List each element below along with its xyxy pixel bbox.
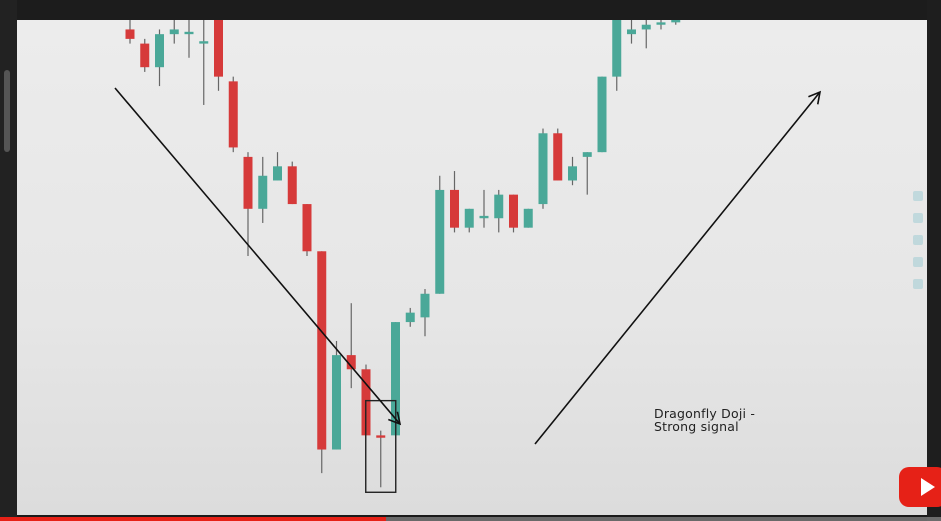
toolbar-icon[interactable]	[913, 191, 923, 201]
candle-bearish	[509, 194, 518, 228]
screen-left-bezel	[0, 0, 17, 521]
candle-bullish	[464, 208, 474, 228]
candle-bearish	[317, 251, 327, 450]
candle-bearish	[243, 156, 253, 209]
toolbar-icon[interactable]	[913, 235, 923, 245]
candles-group	[125, 20, 681, 488]
youtube-play-button[interactable]	[899, 467, 941, 507]
toolbar-icon[interactable]	[913, 213, 923, 223]
candle-bullish	[420, 293, 430, 318]
candle-bullish	[199, 41, 209, 44]
candle-bearish	[376, 435, 386, 438]
candle-bullish	[169, 29, 179, 35]
toolbar-icon[interactable]	[913, 257, 923, 267]
candle-bullish	[405, 312, 415, 323]
candle-bullish	[641, 24, 651, 30]
candle-bullish	[523, 208, 533, 228]
overlays-group	[114, 87, 822, 493]
candle-bearish	[302, 204, 312, 252]
candle-bullish	[435, 189, 445, 294]
chart-annotation: Dragonfly Doji - Strong signal	[654, 407, 794, 433]
annotation-line-2: Strong signal	[654, 419, 739, 434]
trend-arrow-up	[534, 90, 822, 445]
candle-bullish	[627, 29, 636, 35]
trend-arrow-down	[114, 87, 402, 426]
video-progress-track[interactable]	[0, 517, 941, 521]
screen-top-bezel	[0, 0, 941, 20]
screen-right-bezel	[927, 0, 941, 521]
candle-bullish	[258, 175, 268, 209]
candle-bullish	[155, 34, 164, 68]
candle-bearish	[140, 43, 150, 68]
toolbar-icon[interactable]	[913, 279, 923, 289]
candle-bullish	[671, 20, 681, 23]
candle-bearish	[287, 166, 297, 205]
candle-bullish	[582, 152, 592, 157]
candle-bullish	[391, 322, 400, 436]
candle-bearish	[125, 29, 135, 39]
candle-bearish	[553, 133, 563, 181]
annotation-line-1: Dragonfly Doji -	[654, 406, 756, 421]
candle-bearish	[346, 355, 356, 370]
candle-bullish	[597, 76, 607, 153]
candle-bullish	[612, 20, 622, 77]
chart-screen	[17, 20, 927, 515]
candle-bearish	[228, 81, 238, 148]
candle-bullish	[273, 166, 282, 181]
candle-bullish	[568, 166, 577, 181]
candle-bullish	[656, 22, 666, 25]
candle-bullish	[494, 194, 504, 219]
video-progress-fill	[0, 517, 386, 521]
candle-bullish	[479, 215, 489, 219]
candle-bearish	[214, 20, 223, 77]
candle-bullish	[184, 31, 194, 35]
play-icon	[921, 478, 935, 496]
side-handle	[4, 70, 10, 152]
candle-bullish	[538, 133, 548, 205]
candle-bullish	[332, 355, 341, 450]
side-toolbar	[910, 185, 926, 325]
candle-bearish	[450, 189, 459, 228]
